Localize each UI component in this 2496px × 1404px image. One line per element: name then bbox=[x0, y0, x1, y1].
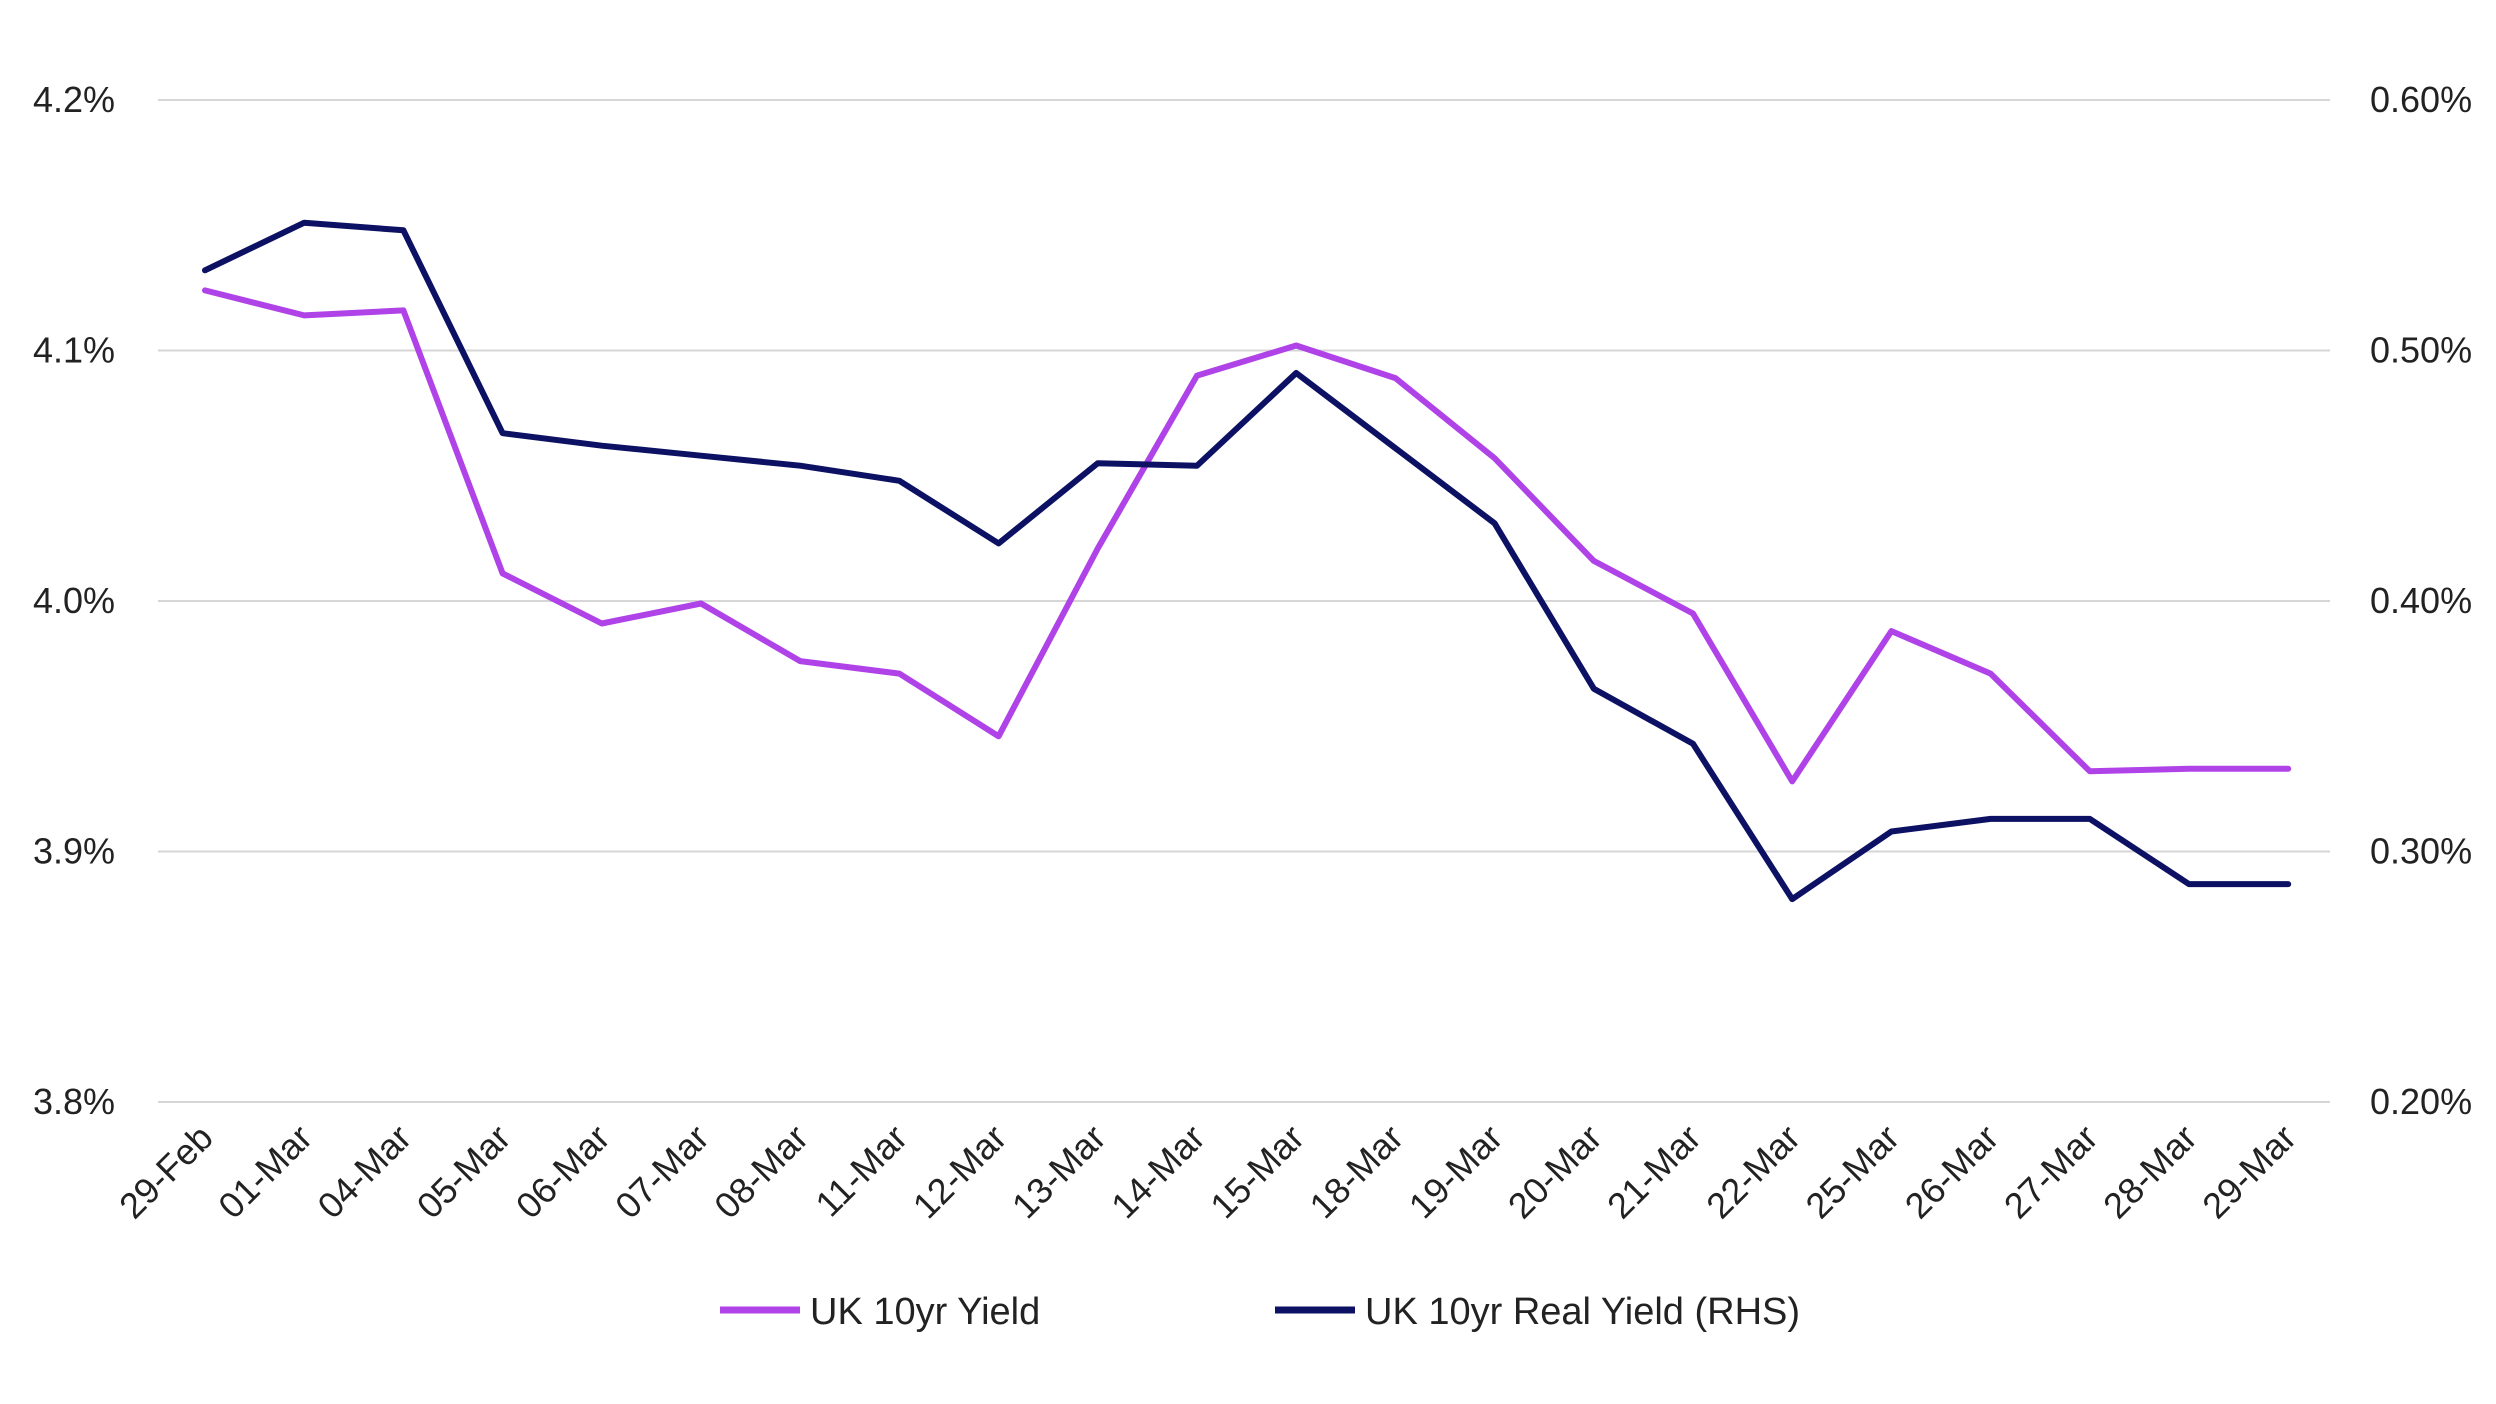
x-tick-label: 12-Mar bbox=[905, 1117, 1015, 1227]
x-tick-label: 06-Mar bbox=[508, 1117, 618, 1227]
x-tick-label: 08-Mar bbox=[706, 1117, 816, 1227]
x-tick-label: 05-Mar bbox=[409, 1117, 519, 1227]
right-y-tick-label: 0.20% bbox=[2370, 1081, 2472, 1122]
x-tick-label: 29-Mar bbox=[2194, 1117, 2304, 1227]
x-tick-label: 07-Mar bbox=[607, 1117, 717, 1227]
series-lines bbox=[202, 219, 2292, 903]
x-tick-label: 19-Mar bbox=[1401, 1117, 1511, 1227]
x-tick-label: 28-Mar bbox=[2095, 1117, 2205, 1227]
x-tick-label: 11-Mar bbox=[807, 1117, 915, 1225]
left-y-tick-label: 3.9% bbox=[33, 831, 115, 872]
legend: UK 10yr Yield UK 10yr Real Yield (RHS) bbox=[720, 1291, 1800, 1333]
x-tick-label: 27-Mar bbox=[1996, 1117, 2106, 1227]
left-y-tick-label: 4.0% bbox=[33, 580, 115, 621]
x-tick-label: 22-Mar bbox=[1698, 1117, 1808, 1227]
x-tick-label: 15-Mar bbox=[1202, 1117, 1312, 1227]
x-tick-label: 04-Mar bbox=[309, 1117, 419, 1227]
x-tick-label: 29-Feb bbox=[111, 1117, 221, 1227]
right-y-tick-label: 0.60% bbox=[2370, 79, 2472, 120]
legend-label-uk-10yr-real-yield: UK 10yr Real Yield (RHS) bbox=[1365, 1291, 1800, 1333]
series-line-uk-10yr-real-yield bbox=[202, 219, 2292, 903]
x-tick-label: 13-Mar bbox=[1004, 1117, 1114, 1227]
right-y-tick-label: 0.30% bbox=[2370, 831, 2472, 872]
left-y-axis: 3.8% 3.9% 4.0% 4.1% 4.2% bbox=[33, 79, 115, 1122]
gridlines bbox=[158, 99, 2330, 1103]
x-tick-label: 01-Mar bbox=[210, 1117, 320, 1227]
left-y-tick-label: 4.1% bbox=[33, 330, 115, 371]
right-y-axis: 0.20% 0.30% 0.40% 0.50% 0.60% bbox=[2370, 79, 2472, 1122]
x-tick-label: 21-Mar bbox=[1599, 1117, 1709, 1227]
x-tick-label: 26-Mar bbox=[1897, 1117, 2007, 1227]
x-tick-label: 18-Mar bbox=[1301, 1117, 1411, 1227]
right-y-tick-label: 0.50% bbox=[2370, 330, 2472, 371]
x-axis: 29-Feb01-Mar04-Mar05-Mar06-Mar07-Mar08-M… bbox=[111, 1117, 2304, 1227]
series-line-uk-10yr-yield bbox=[202, 287, 2292, 785]
left-y-tick-label: 4.2% bbox=[33, 79, 115, 120]
left-y-tick-label: 3.8% bbox=[33, 1081, 115, 1122]
x-tick-label: 20-Mar bbox=[1500, 1117, 1610, 1227]
x-tick-label: 14-Mar bbox=[1103, 1117, 1213, 1227]
right-y-tick-label: 0.40% bbox=[2370, 580, 2472, 621]
legend-label-uk-10yr-yield: UK 10yr Yield bbox=[810, 1291, 1040, 1333]
legend-item-uk-10yr-real-yield: UK 10yr Real Yield (RHS) bbox=[1275, 1291, 1800, 1333]
legend-item-uk-10yr-yield: UK 10yr Yield bbox=[720, 1291, 1040, 1333]
x-tick-label: 25-Mar bbox=[1797, 1117, 1907, 1227]
